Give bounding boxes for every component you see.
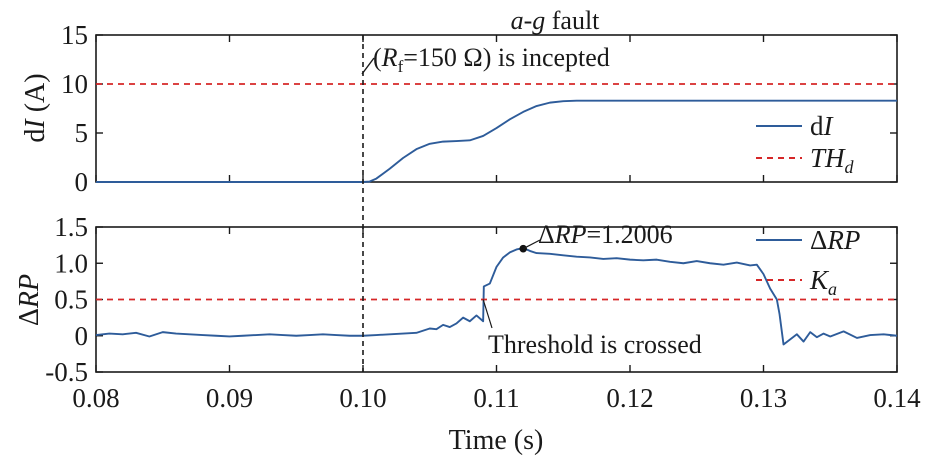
bottom-legend: ΔRP Ka [756,225,860,299]
top-legend: dI THd [756,111,855,177]
bottom-series-group [95,247,898,346]
legend-label-dI: dI [810,111,835,141]
xtick-label: 0.10 [339,383,386,413]
xtick-label: 0.13 [740,383,787,413]
legend-label-Ka: Ka [809,265,837,299]
fault-annotation-line1: a-g fault [511,6,601,35]
bottom-ytick-label: 0.5 [54,285,88,315]
xtick-label: 0.12 [606,383,653,413]
legend-label-THd: THd [810,143,855,177]
peak-pointer [522,239,541,250]
bottom-ytick-label: -0.5 [45,357,88,387]
bottom-ytick-label: 1.0 [54,248,88,278]
legend-label-dRP: ΔRP [810,225,860,255]
top-ytick-label: 15 [61,20,88,50]
crossing-annotation: Threshold is crossed [488,330,702,359]
bottom-ylabel: ΔRP [14,274,45,326]
top-ytick-label: 10 [61,69,88,99]
top-series-group [96,83,897,183]
fault-annotation-line2: (Rf=150 Ω) is incepted [373,43,610,76]
top-ytick-label: 5 [75,118,89,148]
crossing-pointer [482,299,493,329]
bottom-panel: -0.5 0 0.5 1.0 1.5 0.08 0.09 0.10 0.11 0.12 0.13 0.… [14,212,921,456]
series-line-dI [96,99,897,183]
bottom-axis-ticks: -0.5 0 0.5 1.0 1.5 0.08 0.09 0.10 0.11 0.12 0.13 0.… [45,212,921,413]
peak-annotation: ΔRP=1.2006 [538,220,673,249]
fault-annotation-pointer [361,57,375,75]
xlabel: Time (s) [449,425,544,456]
xtick-label: 0.09 [206,383,253,413]
top-ylabel: dI (A) [20,73,51,142]
xtick-label: 0.14 [873,383,921,413]
xtick-label: 0.11 [473,383,519,413]
bottom-ytick-label: 0 [75,321,89,351]
top-panel: 0 5 10 15 dI (A) a-g fault (Rf=150 Ω) is in… [20,6,898,197]
series-line-RP [95,247,898,346]
xtick-label: 0.08 [72,383,119,413]
top-ytick-label: 0 [75,167,89,197]
bottom-ytick-label: 1.5 [54,212,88,242]
